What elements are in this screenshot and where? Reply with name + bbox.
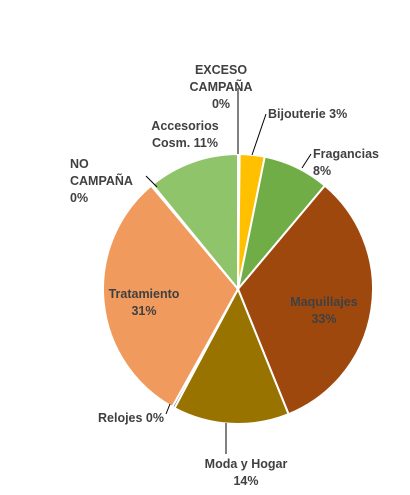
- pie-slice-accesorios-cosm: [151, 152, 239, 292]
- leader-line: [145, 175, 158, 188]
- data-label-moda-y-hogar: Moda y Hogar 14%: [205, 457, 288, 488]
- data-label-fragancias: Fragancias 8%: [313, 147, 379, 178]
- data-label-accesorios-cosm: Accesorios Cosm. 11%: [151, 119, 218, 150]
- data-label-exceso-campaña: EXCESO CAMPAÑA 0%: [190, 63, 253, 111]
- data-label-bijouterie: Bijouterie 3%: [268, 107, 347, 121]
- data-label-relojes: Relojes 0%: [98, 411, 164, 425]
- data-label-no-campaña: NO CAMPAÑA 0%: [70, 157, 133, 205]
- data-label-tratamiento: Tratamiento 31%: [109, 287, 180, 318]
- pie-slice-moda-y-hogar: [173, 286, 290, 425]
- pie-slice-maquillajes: [236, 184, 374, 416]
- pie-slice-tratamiento: [102, 184, 240, 409]
- leader-line: [165, 403, 171, 415]
- data-label-maquillajes: Maquillajes 33%: [290, 295, 357, 326]
- leader-line: [301, 153, 312, 169]
- leader-line: [251, 113, 267, 156]
